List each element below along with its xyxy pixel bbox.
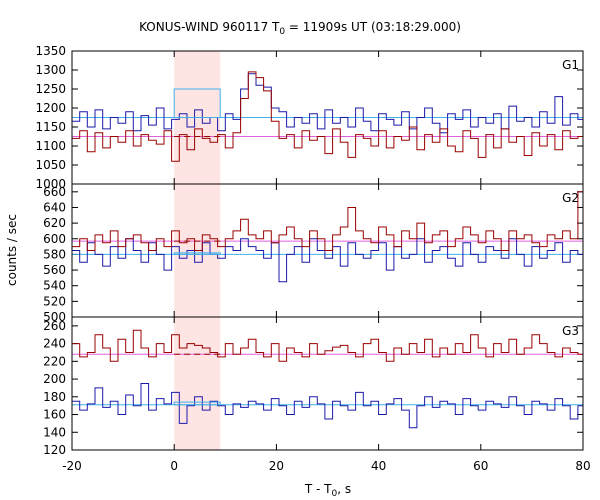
g2-red-series [72, 191, 583, 251]
g3-red-series [72, 329, 583, 362]
y-tick-label: 1150 [35, 120, 66, 134]
y-tick-label: 520 [43, 294, 66, 308]
y-tick-label: 240 [43, 337, 66, 351]
g1-blue-interval-box [173, 88, 221, 118]
x-axis-label-suffix: , s [337, 482, 351, 496]
chart-title: KONUS-WIND 960117 T0 = 11909s UT (03:18:… [139, 20, 461, 37]
g1-red-series [72, 71, 583, 162]
y-tick-label: 1200 [35, 101, 66, 115]
x-tick-label: -20 [62, 459, 82, 473]
panel-label: G3 [562, 324, 579, 338]
y-tick-label: 1350 [35, 44, 66, 58]
x-tick-label: 80 [575, 459, 590, 473]
y-tick-label: 620 [43, 216, 66, 230]
panel-label: G2 [562, 191, 579, 205]
y-tick-label: 560 [43, 263, 66, 277]
y-tick-label: 1100 [35, 139, 66, 153]
y-tick-label: 120 [43, 443, 66, 457]
chart-title-subscript: 0 [279, 27, 285, 37]
g2-blue-interval-box [173, 252, 221, 255]
chart-title-prefix: KONUS-WIND 960117 T [139, 20, 280, 34]
y-tick-label: 180 [43, 390, 66, 404]
y-tick-label: 140 [43, 425, 66, 439]
g3-blue-interval-box [173, 401, 221, 406]
y-tick-label: 1000 [35, 177, 66, 191]
y-tick-label: 580 [43, 247, 66, 261]
g3-blue-series [72, 383, 583, 429]
y-tick-label: 540 [43, 279, 66, 293]
panel-label: G1 [562, 58, 579, 72]
y-axis-label: counts / sec [5, 214, 19, 286]
y-tick-label: 660 [43, 185, 66, 199]
chart-marks: 10001050110011501200125013001350G1500520… [35, 44, 590, 473]
panel-g3: 120 140 160 180 200 220 240 260 G3 [43, 316, 584, 457]
x-axis-label: T - T0, s [304, 482, 351, 499]
y-tick-label: 640 [43, 200, 66, 214]
y-tick-label: 1250 [35, 82, 66, 96]
x-axis-label-subscript: 0 [332, 489, 338, 499]
y-tick-label: 260 [43, 319, 66, 333]
y-tick-label: 1050 [35, 158, 66, 172]
y-tick-label: 600 [43, 232, 66, 246]
g1-blue-series [72, 73, 583, 134]
y-tick-label: 220 [43, 354, 66, 368]
y-tick-label: 500 [43, 310, 66, 324]
y-tick-label: 200 [43, 372, 66, 386]
panel-frame [71, 316, 584, 451]
g2-blue-series [72, 238, 583, 283]
x-tick-label: 60 [473, 459, 488, 473]
y-tick-label: 1300 [35, 63, 66, 77]
x-axis-label-prefix: T - T [304, 482, 332, 496]
panel-g1: 1000 1050 1100 1150 1200 1250 1300 1350 G1 [35, 44, 584, 191]
x-tick-label: 0 [170, 459, 178, 473]
y-tick-label: 160 [43, 408, 66, 422]
chart-title-suffix: = 11909s UT (03:18:29.000) [285, 20, 461, 34]
x-tick-label: 40 [371, 459, 386, 473]
x-tick-label: 20 [269, 459, 284, 473]
